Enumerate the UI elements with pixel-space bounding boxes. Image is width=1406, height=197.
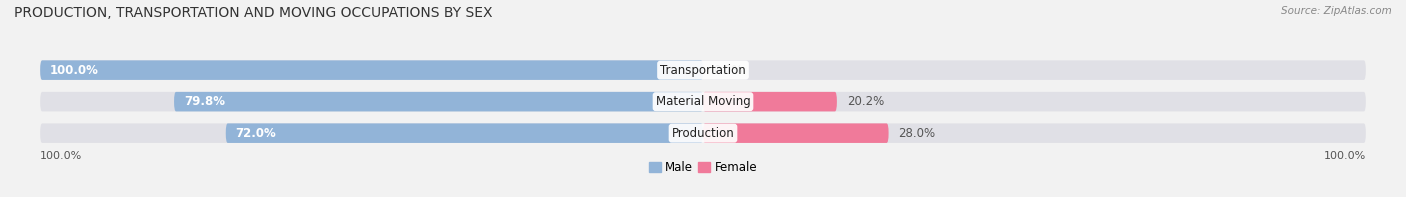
FancyBboxPatch shape <box>41 60 703 80</box>
Text: 28.0%: 28.0% <box>898 127 935 140</box>
FancyBboxPatch shape <box>703 92 837 112</box>
Legend: Male, Female: Male, Female <box>644 156 762 179</box>
Text: Production: Production <box>672 127 734 140</box>
FancyBboxPatch shape <box>226 123 703 143</box>
Text: 100.0%: 100.0% <box>51 64 98 77</box>
Text: 72.0%: 72.0% <box>236 127 277 140</box>
Text: 100.0%: 100.0% <box>41 151 83 161</box>
FancyBboxPatch shape <box>703 123 889 143</box>
FancyBboxPatch shape <box>174 92 703 112</box>
Text: PRODUCTION, TRANSPORTATION AND MOVING OCCUPATIONS BY SEX: PRODUCTION, TRANSPORTATION AND MOVING OC… <box>14 6 492 20</box>
Text: Transportation: Transportation <box>661 64 745 77</box>
Text: 79.8%: 79.8% <box>184 95 225 108</box>
Text: Source: ZipAtlas.com: Source: ZipAtlas.com <box>1281 6 1392 16</box>
FancyBboxPatch shape <box>41 92 1365 112</box>
Text: 0.0%: 0.0% <box>713 64 742 77</box>
Text: 100.0%: 100.0% <box>1323 151 1365 161</box>
FancyBboxPatch shape <box>41 123 1365 143</box>
FancyBboxPatch shape <box>41 60 1365 80</box>
Text: Material Moving: Material Moving <box>655 95 751 108</box>
Text: 20.2%: 20.2% <box>846 95 884 108</box>
